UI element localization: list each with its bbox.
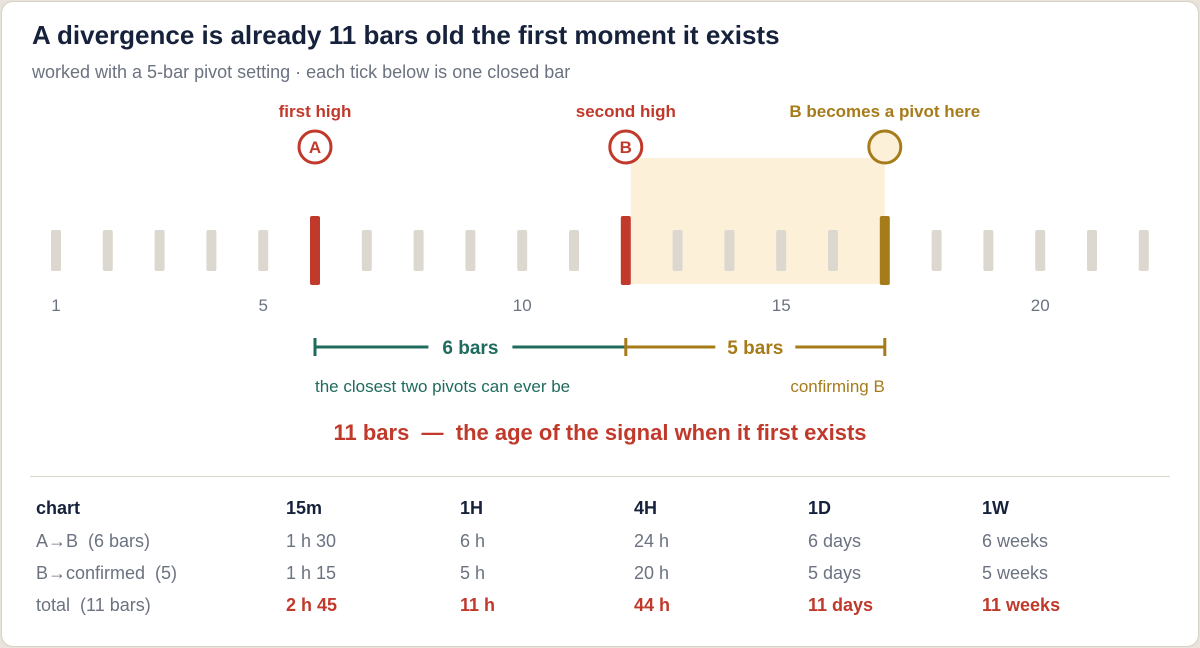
bar-tick bbox=[465, 230, 476, 271]
span-ab-label: 6 bars bbox=[442, 338, 498, 359]
pivot-a-marker bbox=[297, 129, 333, 165]
span-confirm-label: 5 bars bbox=[727, 338, 783, 359]
bar-tick bbox=[724, 230, 735, 271]
bar-tick bbox=[672, 230, 683, 271]
bar-tick bbox=[776, 230, 787, 271]
span-confirm-label-bg bbox=[715, 333, 796, 361]
span-ab-caption: the closest two pivots can ever be bbox=[315, 377, 570, 396]
page-title: A divergence is already 11 bars old the … bbox=[32, 20, 780, 50]
bar-tick bbox=[413, 230, 424, 271]
bar-tick bbox=[206, 230, 217, 271]
confirm-bar bbox=[879, 216, 890, 285]
pivot-b-letter: B bbox=[620, 138, 632, 157]
bar-tick bbox=[517, 230, 528, 271]
axis-label: 10 bbox=[513, 296, 532, 315]
pivot-b-label: second high bbox=[576, 102, 676, 121]
confirm-marker bbox=[867, 129, 903, 165]
bar-tick bbox=[1138, 230, 1149, 271]
pivot-b-bar bbox=[620, 216, 631, 285]
bar-tick bbox=[51, 230, 61, 271]
pivot-b-marker bbox=[608, 129, 644, 165]
bar-tick bbox=[1087, 230, 1097, 271]
bar-tick bbox=[828, 230, 838, 271]
section-divider bbox=[30, 476, 1170, 477]
page-subtitle: worked with a 5-bar pivot setting · each… bbox=[32, 62, 571, 82]
bar-tick bbox=[1035, 230, 1046, 271]
summary-line: 11 bars — the age of the signal when it … bbox=[333, 420, 866, 445]
span-confirm-caption: confirming B bbox=[790, 377, 884, 396]
pivot-a-bar bbox=[310, 216, 320, 285]
axis-label: 15 bbox=[772, 296, 791, 315]
bar-tick bbox=[569, 230, 579, 271]
axis-label: 20 bbox=[1031, 296, 1050, 315]
axis-label: 1 bbox=[51, 296, 60, 315]
confirm-label: B becomes a pivot here bbox=[789, 102, 980, 121]
confirmation-window-shade bbox=[630, 158, 885, 284]
bar-tick bbox=[154, 230, 165, 271]
bar-tick bbox=[102, 230, 113, 271]
span-ab-label-bg bbox=[428, 333, 513, 361]
pivot-a-letter: A bbox=[309, 138, 321, 157]
bar-tick bbox=[258, 230, 269, 271]
axis-label: 5 bbox=[258, 296, 267, 315]
pivot-a-label: first high bbox=[279, 102, 352, 121]
bar-tick bbox=[361, 230, 372, 271]
bar-tick bbox=[983, 230, 994, 271]
bar-tick bbox=[931, 230, 942, 271]
